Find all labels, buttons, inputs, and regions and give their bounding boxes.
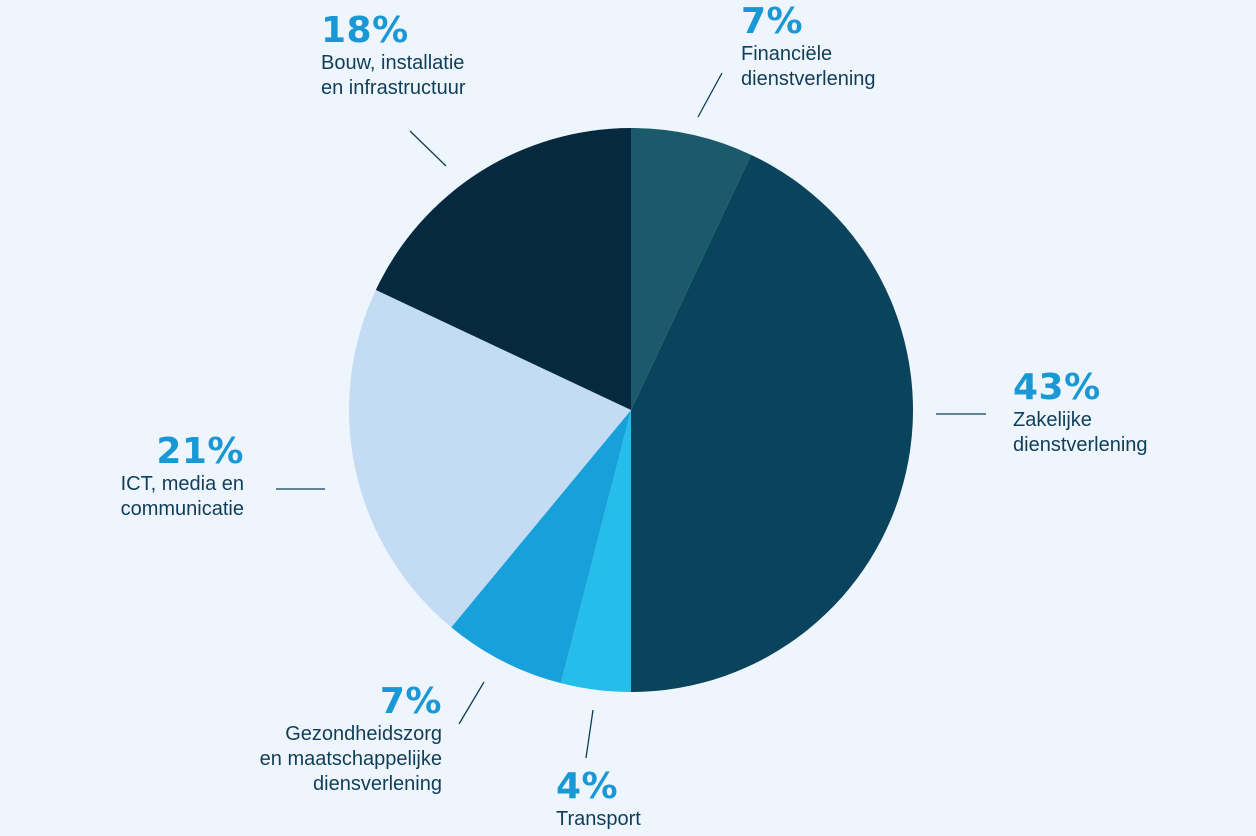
leader-line-financiele xyxy=(697,72,723,118)
slice-percent: 21% xyxy=(156,431,244,472)
pie-slice-ict xyxy=(349,289,631,628)
leader-line-transport xyxy=(585,709,594,759)
pie-slice-bouw xyxy=(375,128,631,410)
leader-lines xyxy=(276,72,986,759)
slice-label-zakelijke: 43% Zakelijke dienstverlening xyxy=(1013,368,1148,458)
slice-percent: 43% xyxy=(1013,367,1101,408)
slice-label-ict: 21% ICT, media en communicatie xyxy=(121,432,244,522)
slice-name: Financiële dienstverlening xyxy=(741,43,876,90)
slice-percent: 18% xyxy=(321,10,409,51)
slice-percent: 7% xyxy=(741,1,804,42)
slice-label-bouw: 18% Bouw, installatie en infrastructuur xyxy=(321,11,466,101)
slice-name: Gezondheidszorg en maatschappelijke dien… xyxy=(259,723,442,795)
slice-label-transport: 4% Transport xyxy=(556,767,641,832)
slice-name: Transport xyxy=(556,808,641,830)
slice-name: Bouw, installatie en infrastructuur xyxy=(321,52,466,99)
slice-percent: 4% xyxy=(556,766,619,807)
leader-line-gezondheidszorg xyxy=(458,681,485,725)
slice-name: ICT, media en communicatie xyxy=(120,473,244,520)
pie-slice-financiele xyxy=(631,128,752,410)
pie-slice-zakelijke xyxy=(631,154,913,693)
slice-label-financiele: 7% Financiële dienstverlening xyxy=(741,2,876,92)
pie-slice-gezondheidszorg xyxy=(451,410,631,684)
pie-slices xyxy=(349,128,913,693)
pie-slice-transport xyxy=(560,410,631,692)
leader-line-bouw xyxy=(409,130,447,167)
slice-name: Zakelijke dienstverlening xyxy=(1013,409,1148,456)
slice-percent: 7% xyxy=(379,681,442,722)
slice-label-gezondheidszorg: 7% Gezondheidszorg en maatschappelijke d… xyxy=(260,682,442,797)
